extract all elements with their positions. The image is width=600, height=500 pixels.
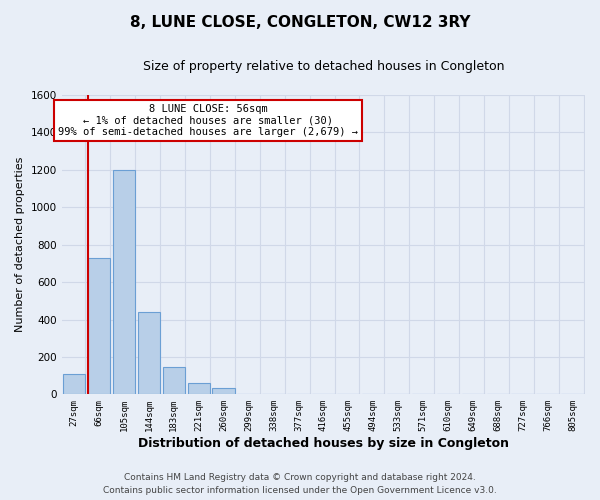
Text: Contains HM Land Registry data © Crown copyright and database right 2024.
Contai: Contains HM Land Registry data © Crown c… [103, 473, 497, 495]
Text: 8, LUNE CLOSE, CONGLETON, CW12 3RY: 8, LUNE CLOSE, CONGLETON, CW12 3RY [130, 15, 470, 30]
Bar [137, 312, 160, 394]
Title: Size of property relative to detached houses in Congleton: Size of property relative to detached ho… [143, 60, 504, 73]
Bar [63, 374, 85, 394]
Bar [188, 383, 210, 394]
Y-axis label: Number of detached properties: Number of detached properties [15, 157, 25, 332]
Text: 8 LUNE CLOSE: 56sqm
← 1% of detached houses are smaller (30)
99% of semi-detache: 8 LUNE CLOSE: 56sqm ← 1% of detached hou… [58, 104, 358, 137]
Bar [212, 388, 235, 394]
Bar [88, 258, 110, 394]
Bar [163, 367, 185, 394]
Bar [113, 170, 135, 394]
X-axis label: Distribution of detached houses by size in Congleton: Distribution of detached houses by size … [138, 437, 509, 450]
